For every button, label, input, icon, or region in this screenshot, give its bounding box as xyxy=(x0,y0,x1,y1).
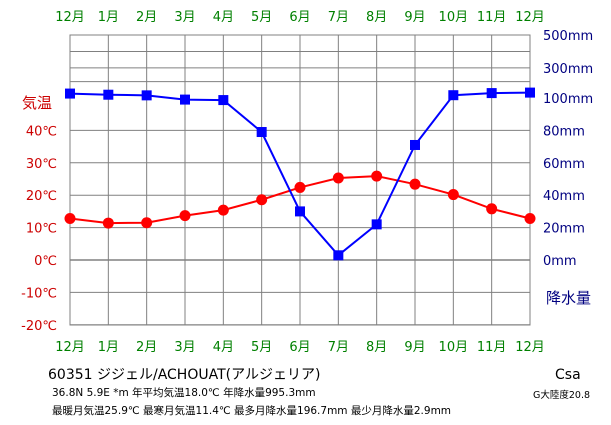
temperature-point xyxy=(447,189,459,201)
precipitation-point xyxy=(103,89,114,100)
month-label-bottom: 12月 xyxy=(515,340,545,355)
month-label-top: 12月 xyxy=(55,10,85,25)
month-label-bottom: 1月 xyxy=(98,340,119,355)
left-tick-label: -20℃ xyxy=(21,319,57,334)
precipitation-point xyxy=(525,87,535,98)
precipitation-point xyxy=(141,90,152,101)
temperature-point xyxy=(524,213,536,225)
month-label-top: 11月 xyxy=(477,10,507,25)
temperature-point xyxy=(141,217,153,229)
temperature-point xyxy=(64,213,76,225)
climate-class: Csa xyxy=(555,367,581,383)
temperature-point xyxy=(409,178,421,190)
precipitation-point xyxy=(448,90,459,101)
precipitation-point xyxy=(410,139,420,150)
temperature-point xyxy=(179,210,191,222)
month-label-top: 9月 xyxy=(404,10,425,25)
precipitation-point xyxy=(371,219,382,230)
station-title: 60351 ジジェル/ACHOUAT(アルジェリア) xyxy=(48,367,321,383)
temperature-point xyxy=(102,217,114,229)
month-label-top: 2月 xyxy=(136,10,157,25)
left-tick-label: 0℃ xyxy=(34,254,57,269)
month-label-bottom: 3月 xyxy=(174,340,195,355)
precipitation-point xyxy=(486,88,497,99)
chart-grid xyxy=(69,34,531,326)
month-label-top: 4月 xyxy=(213,10,234,25)
continentality: G大陸度20.8 xyxy=(533,390,591,401)
month-label-bottom: 8月 xyxy=(366,340,387,355)
month-label-top: 5月 xyxy=(251,10,272,25)
right-tick-label: 300mm xyxy=(543,62,593,77)
precipitation-point xyxy=(256,127,267,138)
month-label-bottom: 6月 xyxy=(289,340,310,355)
right-tick-label: 0mm xyxy=(543,254,577,269)
temperature-point xyxy=(486,203,498,215)
right-tick-label: 100mm xyxy=(543,92,593,107)
month-label-top: 8月 xyxy=(366,10,387,25)
precipitation-point xyxy=(333,250,344,261)
right-tick-label: 20mm xyxy=(543,222,585,237)
month-label-bottom: 7月 xyxy=(328,340,349,355)
month-label-top: 7月 xyxy=(328,10,349,25)
month-label-bottom: 2月 xyxy=(136,340,157,355)
station-summary-line1: 36.8N 5.9E *m 年平均気温18.0℃ 年降水量995.3mm xyxy=(52,387,316,399)
chart-axes: 12月 12月 1月 1月 2月 2月 3月 3月 4月 4月 5月 5月 6月 6月 7月 7月 8月 8月 9月… xyxy=(21,10,593,355)
temperature-point xyxy=(332,172,344,184)
temperature-point xyxy=(371,170,383,182)
temperature-point xyxy=(256,194,268,206)
chart-series xyxy=(64,87,536,261)
right-axis-title: 降水量 xyxy=(546,289,591,307)
precipitation-point xyxy=(218,95,229,106)
right-tick-label: 80mm xyxy=(543,124,585,139)
left-tick-label: 10℃ xyxy=(26,222,57,237)
month-label-bottom: 5月 xyxy=(251,340,272,355)
month-label-top: 12月 xyxy=(515,10,545,25)
station-summary-line2: 最暖月気温25.9℃ 最寒月気温11.4℃ 最多月降水量196.7mm 最少月降… xyxy=(52,405,452,417)
month-label-bottom: 4月 xyxy=(213,340,234,355)
month-label-bottom: 12月 xyxy=(55,340,85,355)
month-label-top: 1月 xyxy=(98,10,119,25)
right-tick-label: 60mm xyxy=(543,157,585,172)
left-tick-label: -10℃ xyxy=(21,286,57,301)
month-label-top: 10月 xyxy=(439,10,469,25)
left-tick-label: 40℃ xyxy=(26,124,57,139)
month-label-bottom: 11月 xyxy=(477,340,507,355)
month-label-top: 6月 xyxy=(289,10,310,25)
temperature-point xyxy=(294,181,306,193)
left-axis-title: 気温 xyxy=(22,94,52,112)
left-tick-label: 30℃ xyxy=(26,157,57,172)
precipitation-point xyxy=(65,88,75,99)
temperature-point xyxy=(217,204,229,216)
precipitation-point xyxy=(180,94,190,105)
precipitation-point xyxy=(295,206,305,217)
month-label-bottom: 10月 xyxy=(439,340,469,355)
left-tick-label: 20℃ xyxy=(26,189,57,204)
month-label-top: 3月 xyxy=(174,10,195,25)
month-label-bottom: 9月 xyxy=(404,340,425,355)
right-tick-label: 500mm xyxy=(543,29,593,44)
right-tick-label: 40mm xyxy=(543,189,585,204)
